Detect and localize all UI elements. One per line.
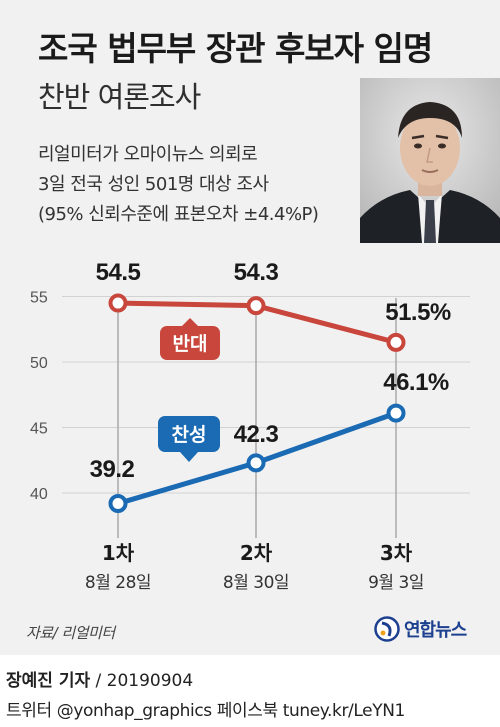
data-label: 42.3 [234,421,279,448]
yonhap-globe-icon [374,616,400,642]
data-label: 39.2 [90,456,135,483]
data-point [246,296,266,316]
legend-badge-pointer [182,318,198,326]
infographic-card: 조국 법무부 장관 후보자 임명 찬반 여론조사 리얼미터가 오마이뉴스 의뢰로… [0,0,500,655]
legend-badge-against [160,326,220,360]
x-category-label: 2차 [240,541,273,565]
x-category-label: 1차 [102,541,135,565]
data-label: 54.5 [96,259,141,286]
legend-label-for: 찬성 [172,424,207,446]
data-point [386,332,406,352]
data-label: 54.3 [234,259,279,286]
x-date-label: 8월 28일 [85,573,151,593]
agency-name: 연합뉴스 [404,620,467,641]
data-point [246,453,266,473]
publish-date: / 20190904 [90,671,194,691]
data-label: 46.1% [383,369,449,396]
agency-logo: 연합뉴스 [374,612,467,646]
y-tick-label: 40 [30,486,48,503]
page-title: 조국 법무부 장관 후보자 임명 [38,29,433,68]
data-label: 51.5% [385,299,451,326]
page-subtitle: 찬반 여론조사 [38,80,201,114]
legend-badge-for [158,416,220,452]
x-category-label: 3차 [380,541,413,565]
legend-badge-pointer [180,452,198,462]
data-point [108,493,128,513]
y-tick-label: 50 [30,355,48,372]
survey-note-line: 리얼미터가 오마이뉴스 의뢰로 [38,144,258,165]
x-date-label: 9월 3일 [368,573,424,593]
x-date-label: 8월 30일 [223,573,289,593]
byline: 장예진 기자 / 20190904 [6,666,193,691]
data-point [386,403,406,423]
y-tick-label: 55 [30,290,48,307]
legend-label-against: 반대 [173,333,208,355]
reporter-name: 장예진 기자 [6,671,91,691]
data-point [108,293,128,313]
survey-note-line: (95% 신뢰수준에 표본오차 ±4.4%P) [38,204,319,225]
chart-source: 자료/ 리얼미터 [26,624,115,642]
survey-note-line: 3일 전국 성인 501명 대상 조사 [38,174,269,195]
y-tick-label: 45 [30,421,48,438]
contact-line: 트위터 @yonhap_graphics 페이스북 tuney.kr/LeYN1 [6,701,405,721]
person-portrait-icon [360,78,500,243]
